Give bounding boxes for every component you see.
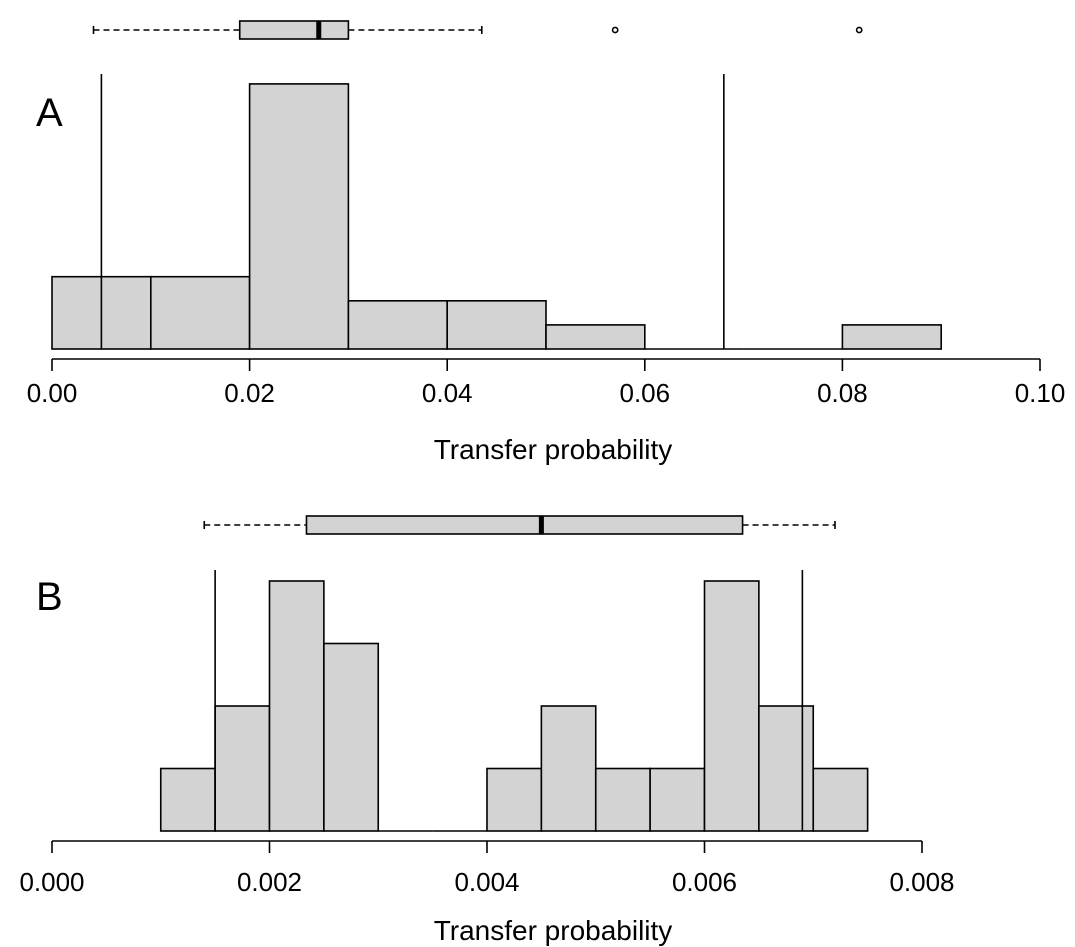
panel-a-x-tick-label: 0.10 <box>1015 378 1066 408</box>
panel-a-reference-lines <box>100 74 725 349</box>
panel-b-label: B <box>36 575 63 619</box>
panel-b-histogram-bar <box>812 767 869 832</box>
panel-b-histogram-bar <box>214 705 271 832</box>
panel-b-histogram-bar <box>323 642 380 832</box>
panel-a-histogram-bars <box>51 83 943 350</box>
panel-a-boxplot-box <box>238 20 350 40</box>
panel-a-boxplot <box>92 20 863 40</box>
panel-a-histogram-bar <box>347 299 448 350</box>
panel-b-histogram-bar <box>594 767 651 832</box>
panel-b-x-tick-label: 0.002 <box>237 867 302 897</box>
panel-b: B 0.000 0.002 0.004 0.006 0.008 Transfer pro… <box>19 515 955 946</box>
panel-a-histogram-bar <box>841 324 943 350</box>
panel-a-x-tick-label: 0.00 <box>27 378 78 408</box>
panel-b-histogram-bar <box>268 580 325 832</box>
panel-b-x-axis-title: Transfer probability <box>434 915 673 946</box>
panel-a-x-axis-title: Transfer probability <box>434 434 673 465</box>
panel-a-x-tick-label: 0.06 <box>619 378 670 408</box>
panel-a-boxplot-outlier <box>611 26 619 34</box>
panel-b-boxplot <box>203 515 836 535</box>
panel-b-histogram-bar <box>703 580 760 832</box>
panel-b-reference-lines <box>214 570 804 831</box>
panel-b-histogram-bar <box>540 705 597 832</box>
panel-b-x-tick-label: 0.004 <box>454 867 519 897</box>
panel-b-x-tick-label: 0.008 <box>889 867 954 897</box>
panel-b-histogram-bar <box>486 767 543 832</box>
panel-a: A 0.00 0.02 0.04 0.06 0.08 0.10 Transfer prob… <box>27 20 1066 465</box>
panel-b-histogram-bars <box>159 580 869 832</box>
panel-a-x-axis: 0.00 0.02 0.04 0.06 0.08 0.10 <box>27 358 1066 408</box>
panel-b-boxplot-box <box>305 515 744 535</box>
panel-b-histogram-bar <box>758 705 815 832</box>
panel-a-histogram-bar <box>446 299 547 350</box>
panel-a-x-tick-label: 0.02 <box>224 378 275 408</box>
panel-a-x-tick-label: 0.08 <box>817 378 868 408</box>
panel-a-histogram-bar <box>150 275 251 350</box>
panel-b-x-axis: 0.000 0.002 0.004 0.006 0.008 <box>19 840 955 897</box>
panel-b-x-tick-label: 0.000 <box>19 867 84 897</box>
panel-b-x-tick-label: 0.006 <box>672 867 737 897</box>
panel-b-histogram-bar <box>159 767 216 832</box>
panel-a-label: A <box>36 91 63 135</box>
panel-b-histogram-bar <box>649 767 706 832</box>
panel-a-histogram-bar <box>248 83 350 350</box>
panel-a-boxplot-outlier <box>855 26 863 34</box>
panel-a-histogram-bar <box>545 324 646 350</box>
panel-a-x-tick-label: 0.04 <box>422 378 473 408</box>
